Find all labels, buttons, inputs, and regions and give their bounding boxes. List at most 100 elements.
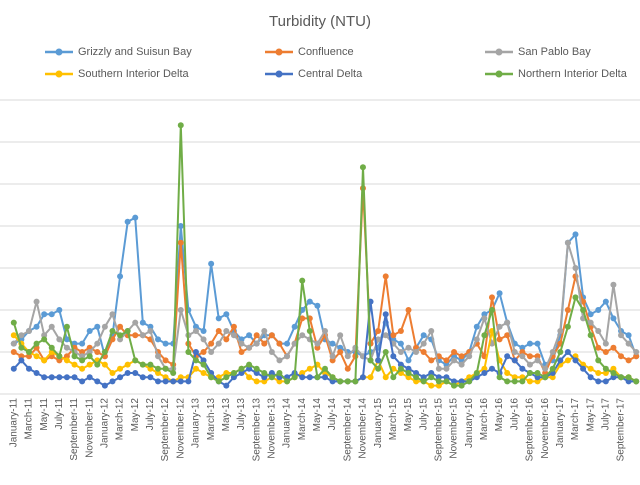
- x-tick-label: November-14: [358, 398, 369, 459]
- data-point: [329, 353, 336, 360]
- data-point: [261, 374, 268, 381]
- data-point: [413, 370, 420, 376]
- data-point: [261, 328, 268, 334]
- data-point: [587, 332, 594, 339]
- data-point: [177, 378, 184, 385]
- data-point: [162, 340, 169, 347]
- data-point: [230, 374, 237, 381]
- data-point: [610, 281, 617, 288]
- data-point: [101, 349, 108, 355]
- data-point: [526, 378, 533, 385]
- x-tick-label: May-17: [585, 398, 596, 432]
- data-point: [610, 374, 617, 381]
- x-tick-label: March-14: [297, 398, 308, 441]
- data-point: [390, 374, 397, 381]
- data-point: [572, 265, 579, 271]
- data-point: [162, 357, 169, 364]
- data-point: [276, 378, 283, 385]
- data-point: [246, 365, 253, 372]
- data-point: [602, 349, 609, 355]
- data-point: [299, 374, 306, 381]
- data-point: [625, 340, 632, 347]
- data-point: [413, 378, 420, 385]
- data-point: [542, 374, 549, 381]
- data-point: [549, 365, 556, 372]
- data-point: [155, 365, 162, 372]
- x-tick-label: September-15: [433, 398, 444, 462]
- data-point: [595, 370, 602, 376]
- data-point: [352, 378, 359, 385]
- series-line: [13, 216, 638, 366]
- data-point: [170, 370, 177, 376]
- data-point: [428, 370, 435, 376]
- data-point: [79, 378, 86, 385]
- data-point: [420, 374, 427, 381]
- data-point: [572, 294, 579, 301]
- data-point: [451, 378, 458, 385]
- data-point: [139, 374, 146, 381]
- data-point: [329, 357, 336, 364]
- data-point: [101, 382, 108, 389]
- data-point: [451, 349, 458, 355]
- data-point: [572, 357, 579, 364]
- data-point: [367, 357, 374, 364]
- x-tick-label: July-13: [236, 398, 247, 431]
- data-point: [420, 349, 427, 355]
- data-point: [375, 357, 382, 364]
- data-point: [557, 328, 564, 334]
- data-point: [238, 370, 245, 376]
- data-point: [481, 311, 488, 318]
- data-point: [602, 340, 609, 347]
- data-point: [602, 365, 609, 372]
- data-point: [10, 365, 17, 372]
- data-point: [519, 353, 526, 360]
- data-point: [147, 374, 154, 381]
- data-point: [86, 361, 93, 368]
- data-point: [375, 328, 382, 334]
- data-point: [177, 307, 184, 313]
- data-point: [192, 349, 199, 355]
- data-point: [139, 361, 146, 368]
- data-point: [192, 328, 199, 334]
- data-point: [526, 361, 533, 368]
- data-point: [557, 349, 564, 355]
- data-point: [33, 340, 40, 347]
- data-point: [124, 328, 131, 334]
- data-point: [94, 378, 101, 385]
- data-point: [587, 374, 594, 381]
- data-point: [519, 365, 526, 372]
- data-point: [344, 378, 351, 385]
- data-point: [595, 328, 602, 334]
- data-point: [268, 370, 275, 376]
- data-point: [610, 315, 617, 322]
- legend-label: Northern Interior Delta: [518, 68, 628, 80]
- x-tick-label: July-11: [54, 398, 65, 430]
- data-point: [337, 332, 344, 339]
- data-point: [33, 323, 40, 330]
- data-point: [618, 374, 625, 381]
- data-point: [223, 336, 230, 343]
- data-point: [94, 340, 101, 347]
- data-point: [86, 349, 93, 355]
- x-tick-label: May-15: [403, 398, 414, 432]
- data-point: [633, 349, 640, 355]
- data-point: [33, 298, 40, 305]
- data-point: [564, 349, 571, 355]
- data-point: [63, 344, 70, 351]
- x-tick-label: January-15: [373, 398, 384, 448]
- data-point: [18, 332, 25, 339]
- data-point: [572, 231, 579, 238]
- data-point: [291, 374, 298, 381]
- data-point: [413, 349, 420, 355]
- data-point: [504, 319, 511, 326]
- data-point: [458, 353, 465, 360]
- data-point: [117, 332, 124, 339]
- data-point: [132, 370, 139, 376]
- data-point: [496, 323, 503, 330]
- data-point: [177, 239, 184, 246]
- data-point: [155, 378, 162, 385]
- data-point: [10, 332, 17, 339]
- data-point: [329, 378, 336, 385]
- data-point: [79, 353, 86, 360]
